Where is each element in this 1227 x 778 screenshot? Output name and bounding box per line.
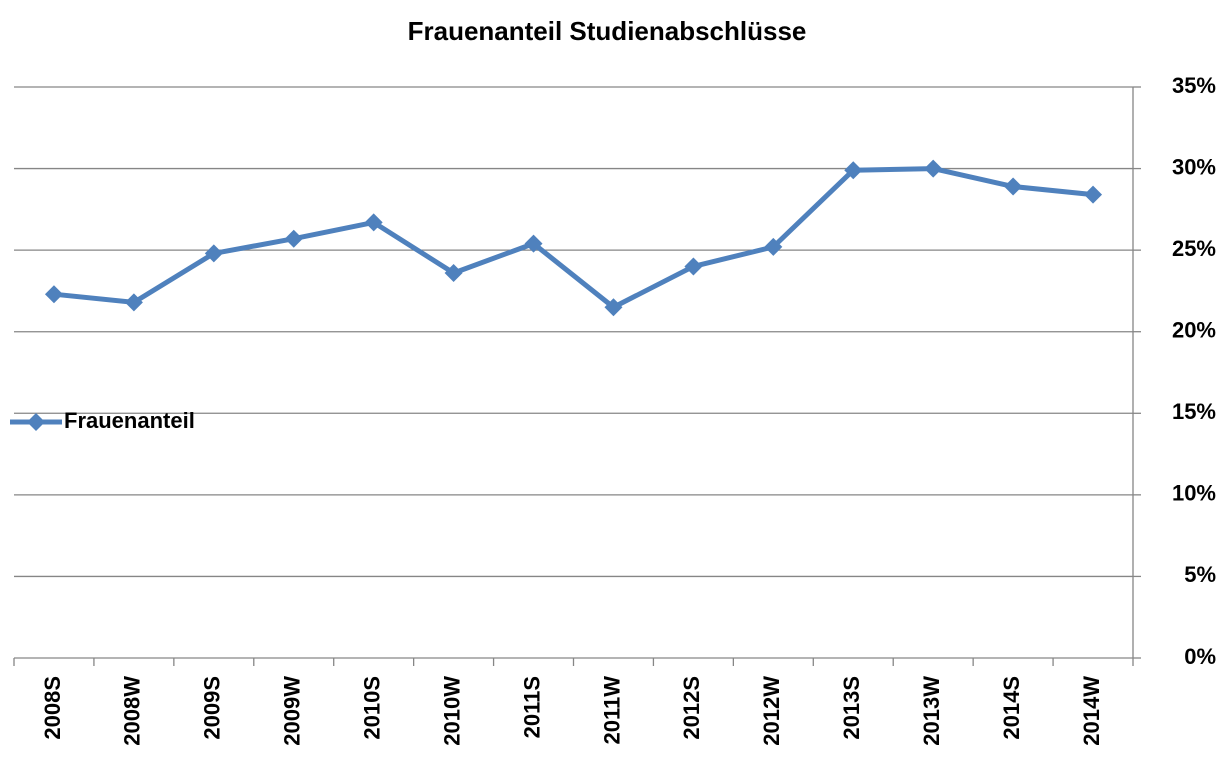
y-tick-label: 15% — [1172, 399, 1216, 424]
point — [124, 293, 143, 312]
point — [204, 244, 223, 263]
x-tick-label: 2009S — [200, 676, 225, 740]
point — [1084, 185, 1103, 204]
chart-title: Frauenanteil Studienabschlüsse — [408, 16, 807, 46]
point — [284, 229, 303, 248]
y-tick-label: 5% — [1184, 562, 1216, 587]
x-tick-label: 2013S — [839, 676, 864, 740]
x-tick-label: 2012S — [679, 676, 704, 740]
point — [684, 257, 703, 276]
y-tick-label: 30% — [1172, 154, 1216, 179]
x-tick-label: 2008S — [40, 676, 65, 740]
point — [764, 237, 783, 256]
y-tick-label: 35% — [1172, 73, 1216, 98]
x-tick-label: 2014S — [999, 676, 1024, 740]
point — [444, 263, 463, 282]
y-tick-label: 25% — [1172, 236, 1216, 261]
y-tick-label: 10% — [1172, 481, 1216, 506]
y-tick-label: 20% — [1172, 318, 1216, 343]
point — [524, 234, 543, 253]
x-tick-label: 2012W — [759, 676, 784, 746]
point — [44, 285, 63, 304]
point — [844, 161, 863, 180]
x-tick-label: 2013W — [919, 676, 944, 746]
x-tick-label: 2010W — [439, 676, 464, 746]
x-tick-label: 2011S — [519, 676, 544, 738]
legend-marker — [27, 413, 45, 431]
point — [364, 213, 383, 232]
point — [924, 159, 943, 178]
point — [1004, 177, 1023, 196]
legend-label: Frauenanteil — [64, 408, 195, 433]
x-tick-label: 2008W — [120, 676, 145, 746]
x-tick-label: 2009W — [280, 676, 305, 746]
series-line — [53, 166, 1094, 310]
x-tick-label: 2014W — [1079, 676, 1104, 746]
point — [604, 298, 623, 317]
x-tick-label: 2010S — [359, 676, 384, 740]
y-tick-label: 0% — [1184, 644, 1216, 669]
x-tick-label: 2011W — [599, 676, 624, 745]
